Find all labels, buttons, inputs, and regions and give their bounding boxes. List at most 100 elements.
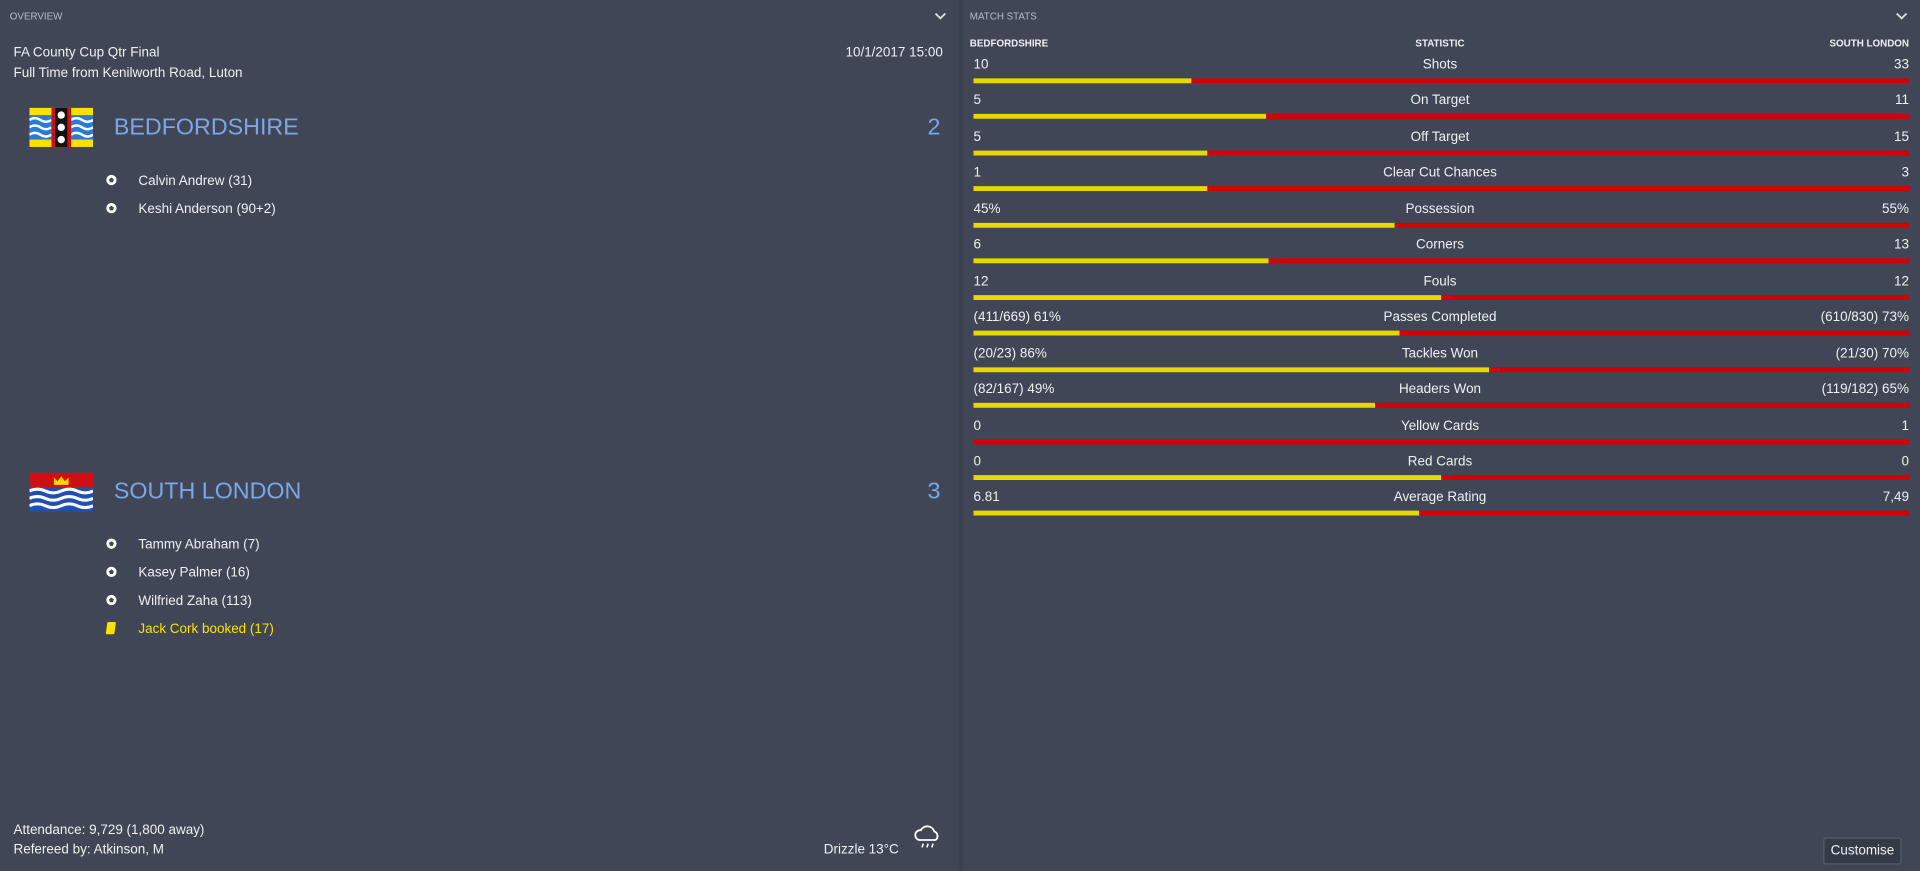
goal-icon bbox=[105, 538, 117, 554]
away-stat: 12 bbox=[1893, 273, 1909, 289]
team-score: 2 bbox=[927, 115, 941, 141]
column-header: STATISTIC bbox=[1415, 37, 1465, 49]
away-bar bbox=[1207, 186, 1909, 192]
goal-icon bbox=[105, 594, 117, 610]
home-bar bbox=[973, 78, 1192, 84]
team-name: SOUTH LONDON bbox=[113, 478, 302, 505]
home-bar bbox=[973, 150, 1208, 156]
goal-event: Calvin Andrew (31) bbox=[138, 173, 253, 189]
customise-button[interactable]: Customise bbox=[1823, 837, 1902, 865]
venue: Full Time from Kenilworth Road, Luton bbox=[13, 66, 243, 81]
away-stat: 0 bbox=[1901, 454, 1909, 469]
weather-icon bbox=[914, 825, 939, 848]
goal-event: Kasey Palmer (16) bbox=[138, 565, 250, 581]
referee: Refereed by: Atkinson, M bbox=[13, 842, 164, 858]
booking-event: Jack Cork booked (17) bbox=[138, 622, 274, 637]
away-stat: (610/830) 73% bbox=[1820, 309, 1909, 325]
stat-name: On Target bbox=[1410, 93, 1470, 109]
home-bar bbox=[973, 222, 1395, 228]
away-stat: 15 bbox=[1893, 129, 1909, 145]
away-stat: (119/182) 65% bbox=[1821, 382, 1909, 397]
home-stat: 5 bbox=[973, 129, 981, 145]
stat-name: Clear Cut Chances bbox=[1383, 165, 1497, 181]
weather: Drizzle 13°C bbox=[823, 842, 899, 858]
away-bar bbox=[1265, 114, 1909, 120]
home-bar bbox=[973, 402, 1376, 408]
stat-name: Headers Won bbox=[1398, 382, 1482, 397]
away-stat: (21/30) 70% bbox=[1835, 346, 1909, 361]
stat-name: Yellow Cards bbox=[1400, 418, 1480, 433]
home-bar bbox=[973, 330, 1400, 336]
stat-name: Passes Completed bbox=[1383, 309, 1497, 325]
away-bar bbox=[1418, 511, 1909, 516]
panel-title: OVERVIEW bbox=[9, 11, 63, 23]
home-bar bbox=[973, 258, 1269, 264]
away-stat: 3 bbox=[1901, 165, 1909, 181]
column-header: BEDFORDSHIRE bbox=[969, 37, 1049, 49]
collapse-chevron[interactable] bbox=[1894, 10, 1909, 22]
home-bar bbox=[973, 475, 1442, 480]
stat-name: Possession bbox=[1405, 201, 1475, 217]
away-bar bbox=[1207, 150, 1909, 156]
away-bar bbox=[1489, 366, 1909, 372]
away-stat: 7,49 bbox=[1882, 490, 1909, 505]
home-bar bbox=[973, 186, 1208, 192]
attendance: Attendance: 9,729 (1,800 away) bbox=[13, 822, 205, 838]
home-stat: 12 bbox=[973, 273, 989, 289]
panel-title: MATCH STATS bbox=[969, 11, 1037, 23]
stat-name: Shots bbox=[1422, 57, 1458, 73]
overview-panel bbox=[0, 0, 959, 871]
away-bar bbox=[1394, 222, 1909, 228]
goal-icon bbox=[105, 566, 117, 582]
stat-name: Fouls bbox=[1423, 273, 1457, 289]
goal-icon bbox=[105, 202, 117, 218]
home-stat: 45% bbox=[973, 201, 1001, 217]
away-stat: 1 bbox=[1901, 418, 1909, 433]
goal-event: Wilfried Zaha (113) bbox=[138, 593, 252, 609]
match-date: 10/1/2017 15:00 bbox=[845, 45, 943, 61]
away-bar bbox=[1268, 258, 1909, 264]
stat-name: Off Target bbox=[1410, 129, 1470, 145]
home-bar bbox=[973, 294, 1442, 300]
stats-panel bbox=[962, 0, 1920, 871]
stat-name: Tackles Won bbox=[1401, 346, 1479, 361]
stat-name: Average Rating bbox=[1393, 490, 1487, 505]
team-score: 3 bbox=[927, 478, 941, 505]
away-stat: 55% bbox=[1882, 201, 1909, 217]
away-bar bbox=[1191, 78, 1909, 84]
away-stat: 11 bbox=[1894, 93, 1909, 109]
away-bar bbox=[973, 438, 1909, 444]
goal-icon bbox=[105, 174, 117, 190]
away-bar bbox=[1441, 294, 1909, 300]
away-stat: 33 bbox=[1893, 57, 1909, 73]
competition: FA County Cup Qtr Final bbox=[13, 45, 160, 61]
home-stat: 6 bbox=[973, 237, 981, 253]
home-stat: 6.81 bbox=[973, 490, 1000, 505]
home-stat: 10 bbox=[973, 57, 989, 73]
team-flag bbox=[29, 107, 94, 147]
home-stat: (82/167) 49% bbox=[973, 382, 1055, 397]
away-stat: 13 bbox=[1893, 237, 1909, 253]
collapse-chevron[interactable] bbox=[933, 10, 948, 22]
away-bar bbox=[1399, 330, 1909, 336]
column-header: SOUTH LONDON bbox=[1829, 37, 1909, 49]
home-bar bbox=[973, 511, 1419, 516]
stat-name: Red Cards bbox=[1407, 454, 1473, 469]
home-bar bbox=[973, 366, 1490, 372]
goal-event: Keshi Anderson (90+2) bbox=[138, 202, 276, 217]
home-stat: 1 bbox=[973, 165, 981, 181]
card-icon bbox=[105, 622, 116, 635]
home-stat: (20/23) 86% bbox=[973, 346, 1047, 361]
goal-event: Tammy Abraham (7) bbox=[138, 537, 260, 553]
away-bar bbox=[1375, 402, 1909, 408]
home-stat: 0 bbox=[973, 418, 981, 433]
home-stat: 5 bbox=[973, 93, 981, 109]
divider bbox=[958, 0, 963, 871]
home-stat: 0 bbox=[973, 454, 981, 469]
stat-name: Corners bbox=[1416, 237, 1464, 253]
home-bar bbox=[973, 114, 1266, 120]
home-stat: (411/669) 61% bbox=[973, 309, 1061, 325]
team-flag bbox=[29, 472, 94, 512]
away-bar bbox=[1441, 475, 1909, 480]
